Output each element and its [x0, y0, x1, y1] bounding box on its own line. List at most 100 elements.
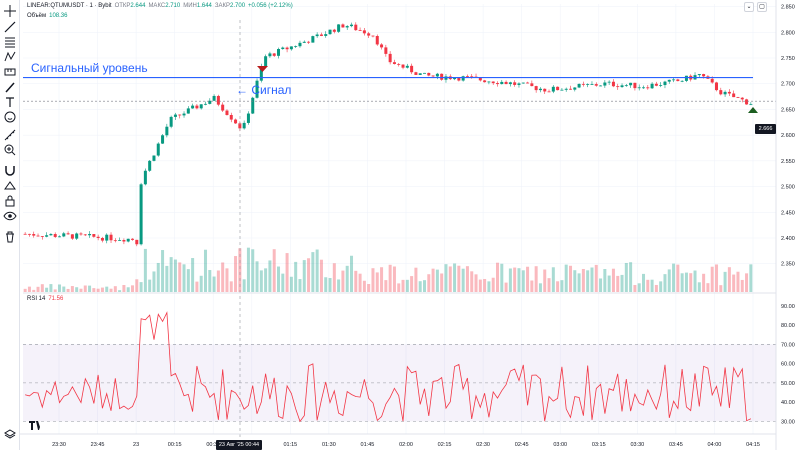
- candle-body: [401, 64, 405, 68]
- open-value: 2.644: [130, 3, 146, 9]
- zoom-icon[interactable]: [3, 143, 17, 157]
- volume-bar: [740, 279, 744, 292]
- candle-body: [599, 85, 603, 87]
- volume-bar: [380, 267, 384, 292]
- volume-bar: [384, 280, 388, 292]
- candle-body: [414, 72, 418, 75]
- candle-body: [684, 75, 688, 81]
- candle-body: [255, 80, 259, 98]
- candle-body: [285, 47, 289, 50]
- time-tick-label: 00:15: [168, 442, 182, 448]
- volume-bar: [470, 271, 474, 292]
- candle-body: [676, 79, 680, 82]
- volume-bar: [461, 268, 465, 292]
- candle-body: [603, 82, 607, 86]
- candle-body: [212, 95, 216, 101]
- volume-bar: [298, 279, 302, 292]
- candle-body: [358, 30, 362, 31]
- open-label: ОТКР: [114, 3, 131, 9]
- volume-bar: [148, 279, 152, 292]
- volume-value: 108.36: [49, 13, 68, 19]
- time-tick-label: 00:30: [206, 442, 220, 448]
- candle-body: [319, 34, 323, 36]
- candle-body: [586, 84, 590, 86]
- candle-body: [526, 82, 530, 84]
- candle-body: [745, 99, 749, 105]
- time-tick-label: 23: [133, 442, 139, 448]
- candle-body: [453, 77, 457, 80]
- candle-body: [302, 41, 306, 43]
- lock-icon[interactable]: [3, 194, 17, 208]
- volume-bar: [118, 290, 122, 292]
- volume-bar: [135, 279, 139, 292]
- volume-bar: [182, 264, 186, 292]
- volume-bar: [195, 281, 199, 292]
- candle-body: [620, 85, 624, 88]
- emoji-icon[interactable]: [3, 110, 17, 124]
- volume-bar: [405, 279, 409, 292]
- volume-bar: [105, 286, 109, 292]
- candle-body: [551, 86, 555, 92]
- signal-annotation[interactable]: ← Сигнал: [236, 83, 292, 97]
- volume-bar: [465, 266, 469, 292]
- symbol-legend[interactable]: LINEAR:QTUMUSDT · 1 · Bybit ОТКР2.644 МА…: [27, 3, 293, 9]
- candle-body: [268, 53, 272, 57]
- price-tick-label: 2.850: [781, 5, 795, 11]
- candle-body: [186, 108, 190, 114]
- volume-bar: [508, 268, 512, 292]
- volume-bar: [375, 272, 379, 292]
- candle-body: [504, 81, 508, 85]
- volume-bar: [663, 274, 667, 292]
- volume-bar: [362, 280, 366, 292]
- candle-body: [611, 81, 615, 87]
- candle-body: [307, 41, 311, 43]
- volume-bar: [173, 259, 177, 292]
- volume-bar: [745, 273, 749, 292]
- candle-body: [508, 82, 512, 85]
- brush-icon[interactable]: [3, 80, 17, 94]
- trend-line-icon[interactable]: [3, 20, 17, 34]
- maximize-pane-icon[interactable]: ▢: [757, 2, 767, 12]
- time-tick-label: 02:15: [438, 442, 452, 448]
- rsi-tick-label: 30.00: [781, 419, 795, 425]
- pattern-icon[interactable]: [3, 50, 17, 64]
- candle-body: [195, 105, 199, 109]
- signal-level-annotation[interactable]: Сигнальный уровень: [31, 61, 148, 75]
- candle-body: [229, 114, 233, 120]
- candle-body: [667, 79, 671, 82]
- candle-body: [152, 155, 156, 161]
- candle-body: [680, 80, 684, 82]
- ruler-icon[interactable]: [3, 65, 17, 79]
- volume-bar: [212, 276, 216, 292]
- volume-legend[interactable]: Объём 108.36: [27, 13, 67, 19]
- candle-body: [367, 33, 371, 36]
- close-label: ЗАКР: [214, 3, 231, 9]
- crosshair-icon[interactable]: [3, 4, 17, 18]
- candle-body: [388, 53, 392, 63]
- candle-body: [259, 66, 263, 81]
- measure-icon[interactable]: [3, 128, 17, 142]
- candle-body: [397, 64, 401, 65]
- candle-body: [122, 240, 126, 242]
- tradingview-logo-icon: [29, 421, 42, 430]
- text-icon[interactable]: [3, 95, 17, 109]
- fib-icon[interactable]: [3, 35, 17, 49]
- candle-body: [418, 73, 422, 75]
- chevron-down-icon[interactable]: ⌄: [744, 2, 754, 12]
- candle-body: [607, 81, 611, 83]
- layers-icon[interactable]: [4, 428, 16, 440]
- symbol-title[interactable]: LINEAR:QTUMUSDT · 1 · Bybit: [27, 3, 112, 9]
- rsi-legend[interactable]: RSI 14 71.56: [27, 296, 63, 302]
- magnet-icon[interactable]: [3, 163, 17, 177]
- lock-drawings-icon[interactable]: [3, 178, 17, 192]
- volume-bar: [259, 270, 263, 292]
- eye-icon[interactable]: [3, 209, 17, 223]
- candle-body: [440, 73, 444, 80]
- volume-bar: [723, 271, 727, 292]
- high-label: МАКС: [148, 3, 166, 9]
- candle-body: [487, 81, 491, 83]
- volume-bar: [444, 264, 448, 292]
- price-tick-label: 2.600: [781, 133, 795, 139]
- trash-icon[interactable]: [3, 230, 17, 244]
